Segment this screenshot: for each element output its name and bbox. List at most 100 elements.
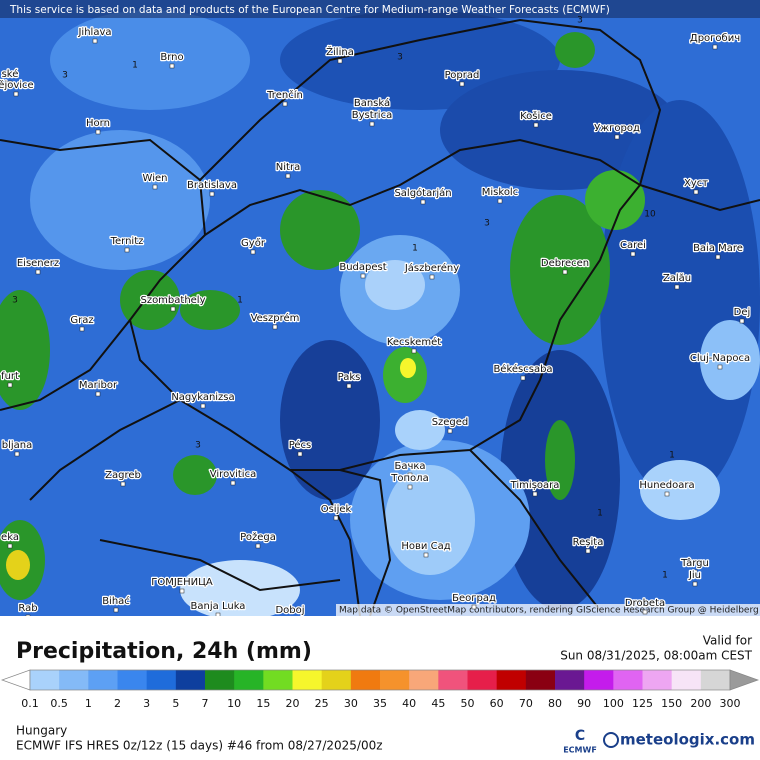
city-marker [642, 609, 648, 615]
valid-time: Sun 08/31/2025, 08:00am CEST [560, 649, 752, 663]
contour-label: 1 [669, 451, 675, 461]
city-label: bljana [2, 440, 33, 451]
city-marker [532, 491, 538, 497]
city-label: Budapest [339, 262, 386, 273]
legend-label: 0.1 [21, 697, 39, 710]
legend-label: 5 [172, 697, 179, 710]
city-label: Nagykanizsa [171, 392, 234, 403]
city-marker [471, 604, 477, 610]
attribution: Map data © OpenStreetMap contributors, r… [339, 606, 760, 616]
legend-swatch [59, 670, 89, 690]
city-marker [230, 480, 236, 486]
legend-arrow-low [0, 669, 31, 691]
legend-swatch [117, 670, 148, 690]
attribution-background [336, 604, 760, 616]
city-marker [562, 269, 568, 275]
city-marker [169, 63, 175, 69]
city-marker [285, 173, 291, 179]
city-marker [520, 375, 526, 381]
legend-swatch [175, 670, 206, 690]
city-label: Szeged [432, 417, 469, 428]
city-marker [712, 44, 718, 50]
title: Precipitation, 24h (mm) [16, 639, 312, 664]
city-label: Нови Сад [401, 541, 450, 552]
city-marker [407, 484, 413, 490]
legend-label: 0.5 [50, 697, 68, 710]
city-label: Pécs [289, 439, 312, 451]
city-label: Bratislava [187, 180, 237, 191]
banner-background [0, 0, 760, 18]
legend-frame [29, 669, 731, 691]
legend-label: 45 [431, 697, 445, 710]
city-marker [95, 391, 101, 397]
city-label: ГОМЈЕНИЦА [151, 577, 213, 588]
model-info: ECMWF IFS HRES 0z/12z (15 days) #46 from… [16, 739, 383, 753]
map: This service is based on data and produc… [0, 0, 760, 616]
city-marker [7, 80, 13, 86]
city-label: Miskolc [482, 187, 518, 198]
city-marker [411, 348, 417, 354]
ecmwf-logo: ECMWF [563, 746, 597, 755]
legend-swatch [438, 670, 468, 690]
city-label: Ternitz [110, 236, 144, 247]
contour-label: 3 [484, 219, 490, 229]
legend-swatch [555, 670, 585, 690]
city-marker [407, 472, 413, 478]
city-label: Salgótarján [394, 187, 451, 199]
city-marker [282, 101, 288, 107]
city-marker [614, 134, 620, 140]
legend-label: 10 [227, 697, 241, 710]
city-label: Дрогобич [690, 33, 740, 44]
city-label: Wien [143, 173, 168, 184]
city-label: Győr [241, 237, 266, 249]
city-marker [497, 198, 503, 204]
city-marker [369, 121, 375, 127]
city-marker [170, 306, 176, 312]
legend-swatch [88, 670, 118, 690]
city-marker [447, 428, 453, 434]
city-marker [429, 274, 435, 280]
legend-label: 80 [548, 697, 562, 710]
city-marker [120, 481, 126, 487]
legend-label: 30 [344, 697, 358, 710]
city-label: ské [2, 68, 19, 80]
legend-label: 200 [690, 697, 711, 710]
legend-label: 100 [603, 697, 624, 710]
city-label: Jiu [688, 570, 701, 581]
city-label: Virovitica [210, 469, 256, 480]
city-marker [337, 58, 343, 64]
city-label: Veszprém [251, 312, 300, 324]
city-label: Ужгород [594, 123, 640, 134]
city-marker [333, 515, 339, 521]
city-marker [35, 269, 41, 275]
contour-label: 3 [397, 53, 403, 63]
city-marker [7, 382, 13, 388]
city-label: Rab [18, 603, 37, 614]
city-marker [423, 552, 429, 558]
city-label: Košice [520, 110, 552, 122]
city-marker [346, 383, 352, 389]
legend-swatch [205, 670, 235, 690]
legend-label: 35 [373, 697, 387, 710]
legend-label: 60 [490, 697, 504, 710]
city-label: Bihać [102, 595, 130, 607]
legend-arrow-high [729, 669, 760, 691]
city-marker [459, 81, 465, 87]
legend-swatch [613, 670, 643, 690]
city-label: Žilina [326, 45, 354, 58]
city-label: Baia Mare [693, 243, 743, 254]
contour-label: 1 [132, 61, 138, 71]
legend-label: 125 [632, 697, 653, 710]
city-label: Békéscsaba [493, 363, 552, 375]
legend-swatch [467, 670, 498, 690]
city-label: Carei [620, 240, 646, 251]
city-marker [250, 249, 256, 255]
city-label: Osijek [321, 504, 352, 515]
city-marker [369, 109, 375, 115]
precip-field [0, 10, 760, 616]
city-marker [25, 614, 31, 616]
city-label: Топола [390, 473, 428, 484]
legend-label: 300 [720, 697, 741, 710]
city-label: Banja Luka [191, 601, 246, 612]
city-label: Hunedoara [639, 480, 694, 491]
